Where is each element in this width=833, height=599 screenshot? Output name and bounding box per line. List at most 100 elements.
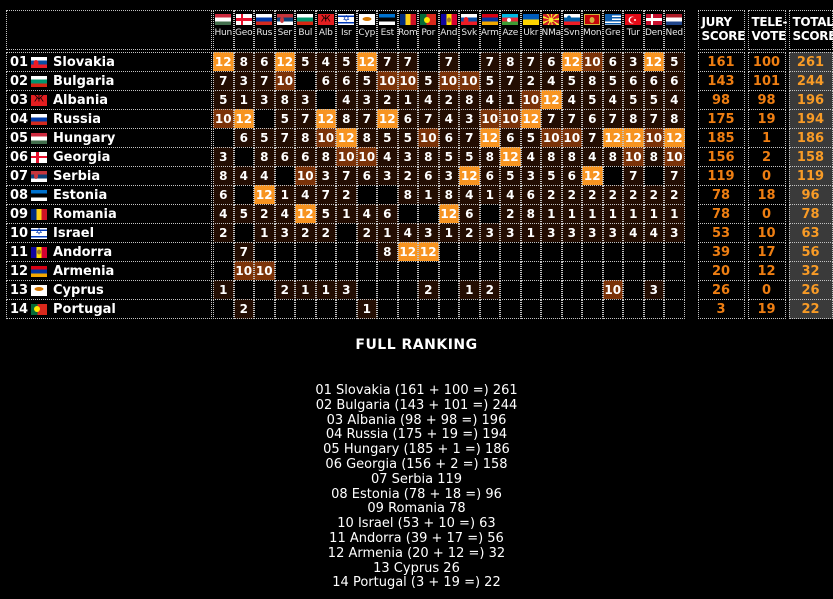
vote-cell [213,299,234,319]
vote-cell: 12 [438,204,459,224]
serbia-flag-icon [276,14,293,25]
vote-cell [356,242,377,262]
portugal-flag-icon [420,14,437,25]
vote-cell: 1 [643,204,664,224]
column-header-rom: Rom [397,10,418,50]
country-label: 13 Cyprus [6,280,212,300]
column-code: Arm [480,28,499,38]
vote-cell: 2 [233,299,254,319]
andorra-flag-icon [440,14,457,25]
country-label: 09 Romania [6,204,212,224]
armenia-flag-icon [31,265,47,277]
total-score-header-line1: TOTAL [792,15,833,29]
vote-cell: 12 [582,166,603,186]
vote-cell: 3 [561,223,582,243]
vote-cell [418,52,439,72]
vote-cell: 4 [479,90,500,110]
vote-cell: 4 [541,71,562,91]
vote-cell: 8 [664,109,685,129]
vote-cell: 1 [233,90,254,110]
row-position: 07 [10,168,29,184]
vote-cell [336,261,357,281]
vote-cell: 2 [274,280,295,300]
jury-score-header: JURY SCORE [697,10,745,50]
hungary-flag-icon [31,132,47,144]
vote-cell: 5 [438,147,459,167]
vote-cell: 5 [664,52,685,72]
georgia-flag-icon [31,151,47,163]
vote-cell: 12 [274,52,295,72]
vote-cell: 7 [561,109,582,129]
vote-cell: 5 [520,128,541,148]
vote-cell: 3 [602,223,623,243]
vote-cell: 1 [623,204,644,224]
vote-cell [520,242,541,262]
vote-cell: 1 [315,280,336,300]
column-header-isr: ✡ Isr [336,10,357,50]
table-row-israel: 10 ✡ Israel 2 1 3 2 2 2 1 4 3 1 2 3 3 1 3 3 3 3 4 4 3 53 10 63 [6,223,833,243]
column-code: Cyp [358,28,376,38]
vote-cell [561,261,582,281]
vote-cell [500,299,521,319]
slovakia-flag-icon [31,56,47,68]
column-code: And [440,28,458,38]
country-name: Serbia [53,168,101,184]
column-code: Isr [341,28,352,38]
vote-cell: 5 [377,128,398,148]
column-code: Den [644,28,663,38]
vote-cell [520,261,541,281]
column-header-tur: Tur [623,10,644,50]
scoreboard-table: Hun Geo Rus Ser Bul Ж Alb ✡ Isr Cyp Est Rom Por And Sv… [6,10,833,319]
vote-cell: 2 [315,223,336,243]
romania-flag-icon [31,208,47,220]
table-row-hungary: 05 Hungary 6 5 7 8 10 12 8 5 5 10 6 7 12 6 5 10 10 7 12 12 10 1… [6,128,833,148]
table-row-portugal: 14 Portugal 2 1 3 19 22 [6,299,833,319]
total-score-header-line2: SCORE [792,29,833,43]
total-score-cell: 186 [788,128,833,148]
vote-cell: 7 [500,71,521,91]
vote-cell: 6 [377,204,398,224]
vote-cell: 2 [643,185,664,205]
vote-cell: 7 [541,109,562,129]
vote-cell: 1 [500,90,521,110]
table-row-bulgaria: 02 Bulgaria 7 3 7 10 6 6 5 10 10 5 10 10 5 7 2 4 5 8 5 6 6 6 143… [6,71,833,91]
total-score-cell: 244 [788,71,833,91]
vote-cell [582,299,603,319]
vote-cell: 5 [541,166,562,186]
flag-detail [630,16,637,23]
vote-cell: 4 [254,166,275,186]
armenia-flag-icon [481,14,498,25]
russia-flag-icon [256,14,273,25]
vote-cell: 8 [315,147,336,167]
vote-cell: 10 [295,166,316,186]
country-name: Portugal [53,301,116,317]
vote-cell [643,242,664,262]
vote-cell: 4 [213,204,234,224]
column-code: Ukr [523,28,539,38]
vote-cell: 10 [315,128,336,148]
vote-cell: 6 [295,147,316,167]
vote-cell: 4 [582,147,603,167]
vote-cell: 10 [438,71,459,91]
column-header-est: Est [377,10,398,50]
vote-cell [479,261,500,281]
total-score-cell: 158 [788,147,833,167]
country-label: 01 Slovakia [6,52,212,72]
vote-cell: 2 [561,185,582,205]
vote-cell: 12 [418,242,439,262]
country-name: Albania [53,92,109,108]
vote-cell [315,299,336,319]
jury-score-cell: 20 [697,261,745,281]
vote-cell: 8 [561,147,582,167]
vote-cell: 10 [274,71,295,91]
vote-cell [315,242,336,262]
vote-cell: 10 [418,128,439,148]
vote-cell: 6 [336,71,357,91]
vote-cell [623,261,644,281]
column-header-gre: Gre [602,10,623,50]
ranking-line: 10 Israel (53 + 10 =) 63 [337,516,496,532]
vote-cell: 10 [520,90,541,110]
georgia-flag-icon [235,14,252,25]
vote-cell: 8 [295,128,316,148]
flag-emblem: Ж [34,94,44,105]
